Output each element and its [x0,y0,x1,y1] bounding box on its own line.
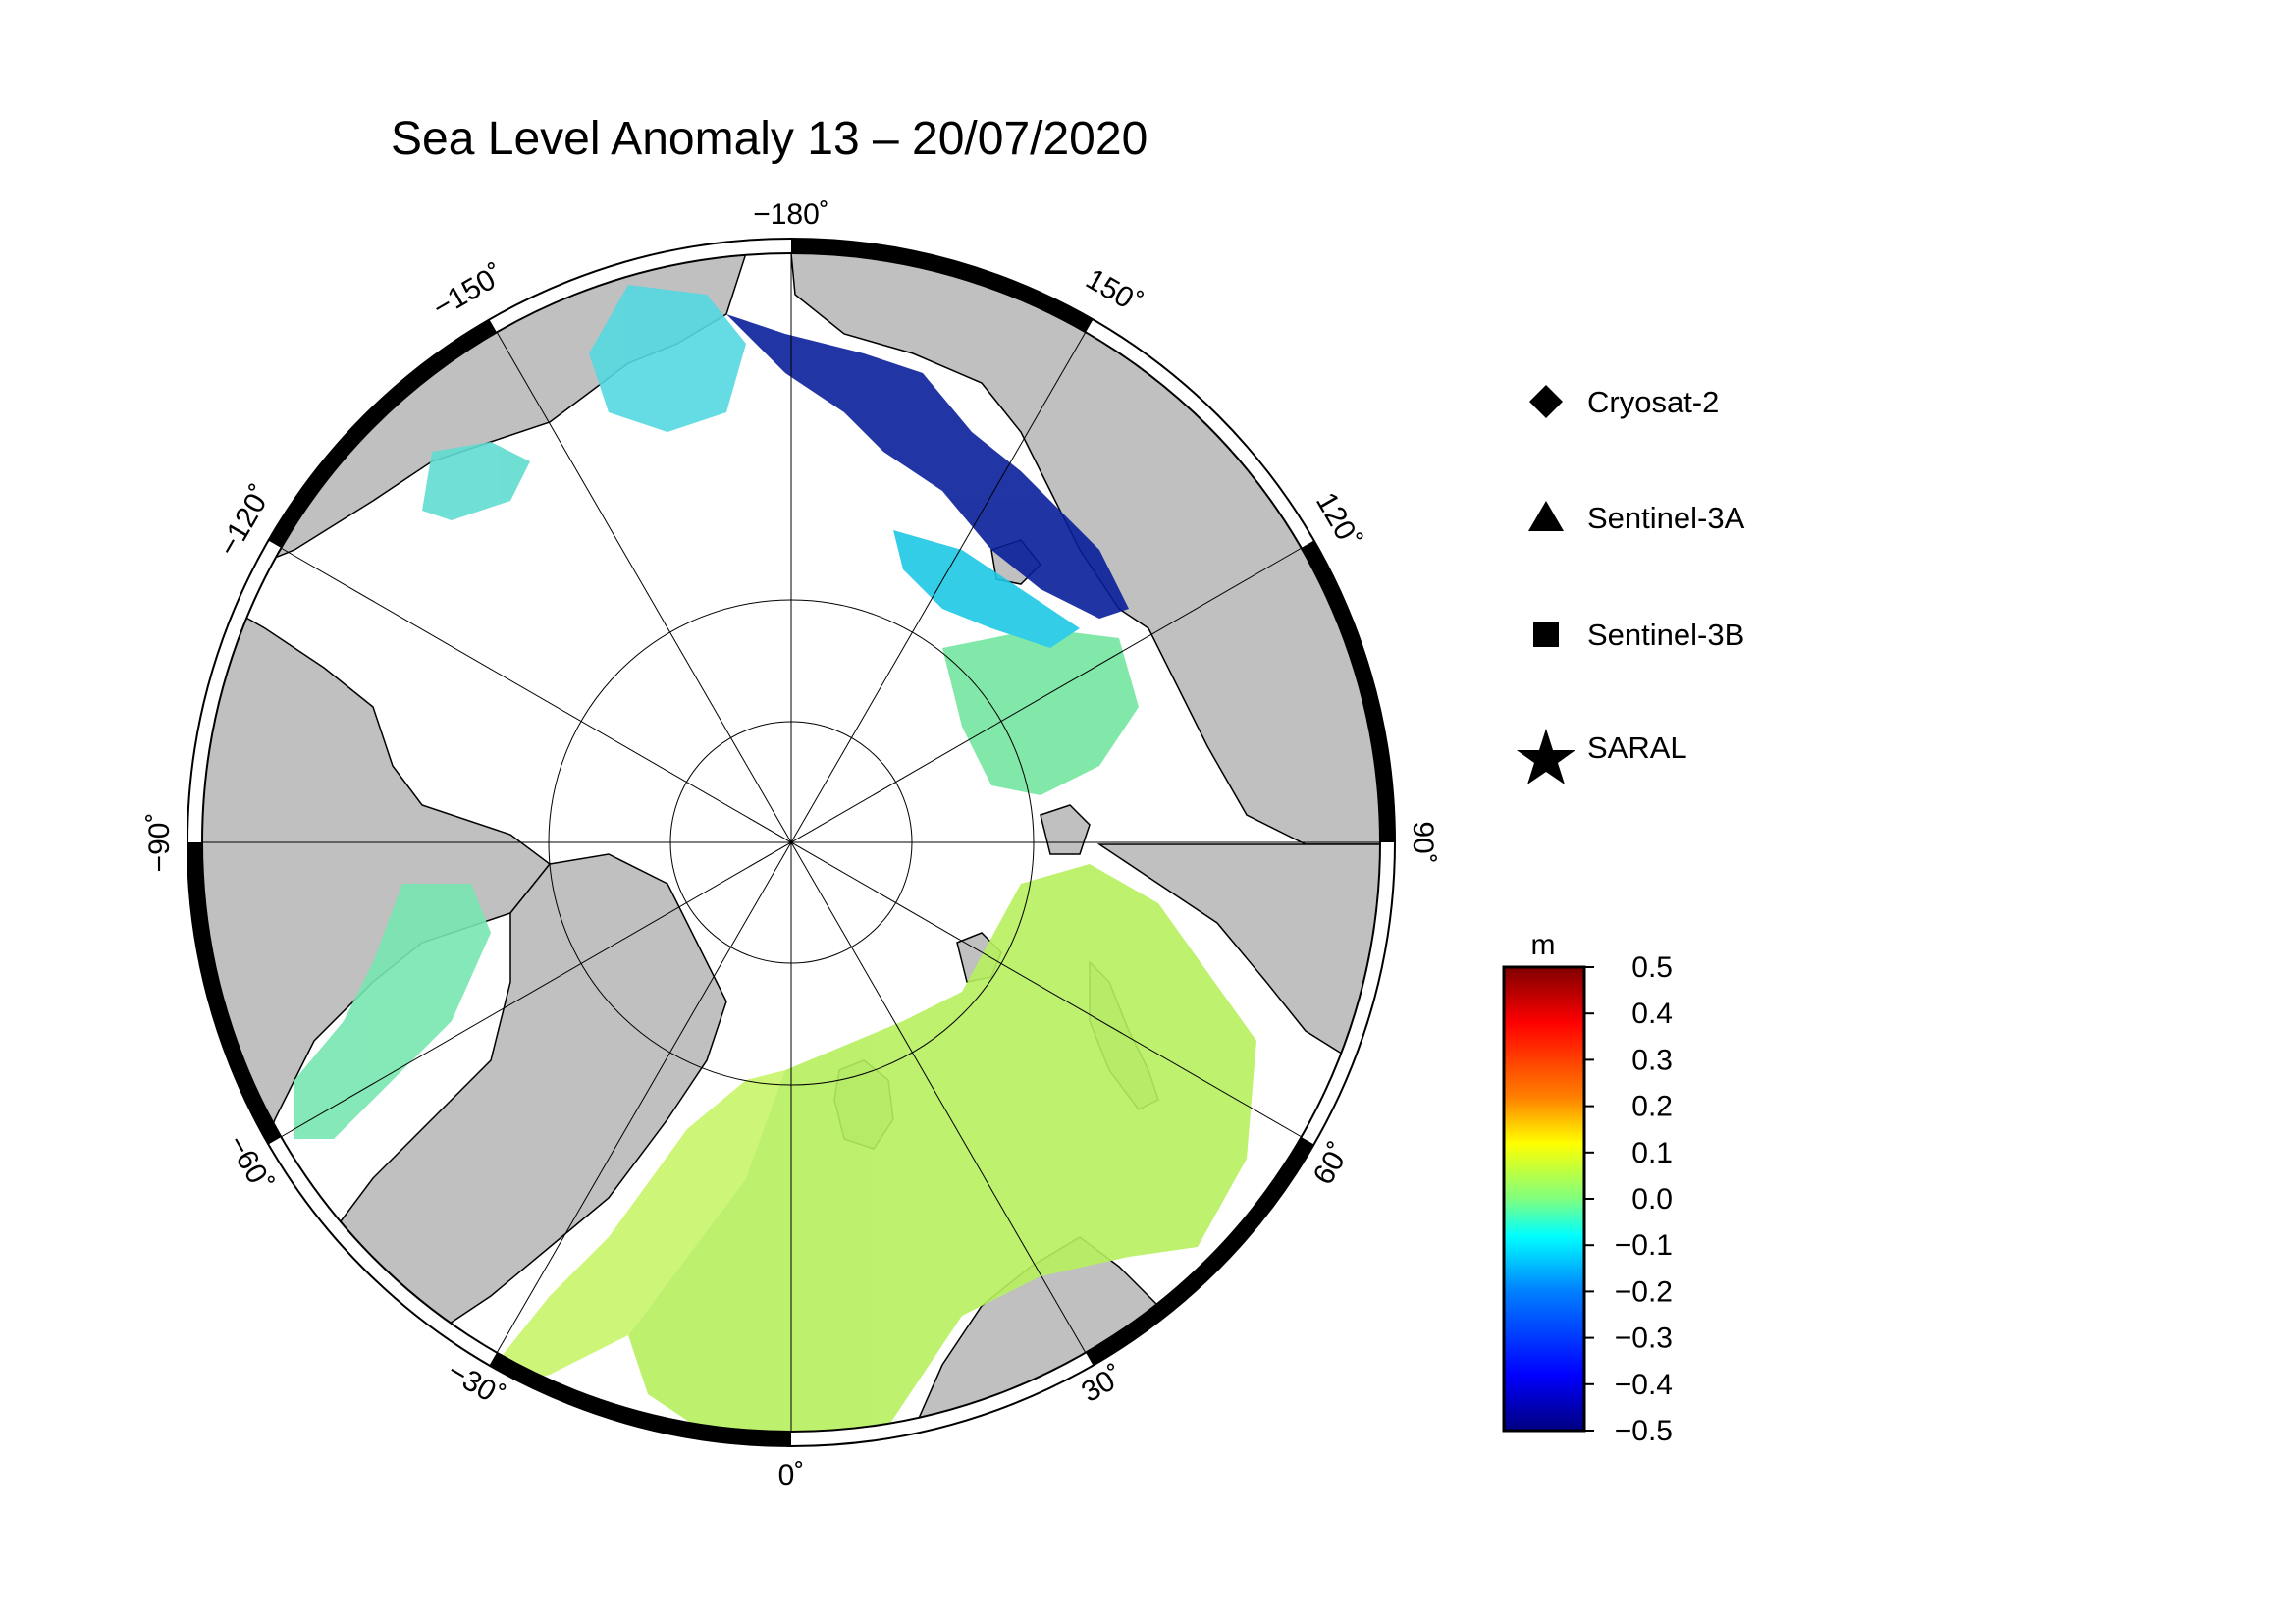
swath-baffin [294,884,491,1139]
legend-item-sentinel-3a: Sentinel-3A [1528,501,1745,535]
colorbar-tick-label: −0.2 [1615,1275,1673,1308]
meridian-m60 [280,547,1303,1138]
legend-item-sentinel-3b: Sentinel-3B [1533,618,1744,652]
frame-segment [268,319,497,548]
legend-label-saral: SARAL [1587,730,1687,765]
colorbar-tick-label: −0.1 [1615,1229,1673,1262]
legend-label-cryosat: Cryosat-2 [1587,385,1719,419]
lon-label-m180: −180˚ [753,198,829,231]
colorbar-ticks: 0.5 0.4 0.3 0.2 0.1 0.0 −0.1 −0.2 −0.3 −0.4 −0.5 [1584,951,1673,1447]
lon-label-m90: −90˚ [143,813,176,873]
legend-item-saral: SARAL [1517,729,1687,784]
colorbar-tick-label: −0.3 [1615,1323,1673,1355]
swath-east-siberian [893,530,1080,648]
swath-barents [628,864,1256,1432]
figure-title: Sea Level Anomaly 13 – 20/07/2020 [391,113,1148,165]
land-russia-west [1096,843,1380,1082]
map-frame-inner [201,252,1381,1433]
square-icon [1533,622,1559,647]
polar-map: −180˚ 0˚ −90˚ 90˚ −150˚ 150˚ −120˚ 120˚ … [143,198,1439,1491]
lon-label-30: 30˚ [1076,1360,1129,1409]
lon-label-m120: −120˚ [212,479,278,562]
frame-segment [489,1353,792,1446]
lon-label-120: 120˚ [1309,487,1367,555]
colorbar-tick-label: 0.1 [1631,1137,1673,1169]
lon-label-90: 90˚ [1407,821,1439,863]
swath-beaufort [589,285,746,432]
colorbar-gradient [1502,965,1586,1433]
swath-greenland-sea [471,1070,785,1394]
lon-label-0: 0˚ [778,1459,805,1491]
map-frame-segments [187,239,1395,1446]
graticule [202,253,1380,1432]
frame-segment [1302,540,1395,843]
swath-canada-edge [422,442,530,520]
colorbar-unit: m [1531,929,1556,961]
colorbar-tick-label: 0.3 [1631,1044,1673,1076]
colorbar-tick-label: −0.5 [1615,1415,1673,1447]
legend-label-sentinel-3b: Sentinel-3B [1587,618,1744,652]
frame-segment [187,841,281,1145]
colorbar-tick-label: 0.5 [1631,951,1673,984]
colorbar-tick-label: 0.4 [1631,998,1673,1030]
colorbar-tick-label: −0.4 [1615,1369,1673,1401]
diamond-icon [1529,385,1563,418]
frame-segment [1086,1137,1314,1366]
colorbar-tick-label: 0.0 [1631,1183,1673,1216]
colorbar-tick-label: 0.2 [1631,1091,1673,1123]
satellite-legend: Cryosat-2 Sentinel-3A Sentinel-3B SARAL [1517,385,1745,784]
legend-label-sentinel-3a: Sentinel-3A [1587,501,1745,535]
colorbar: m 0.5 0.4 0.3 0.2 0.1 0.0 −0.1 −0.2 −0.3 −0.4 −0.5 [1502,929,1673,1447]
triangle-icon [1528,501,1564,531]
map-frame-outer [187,238,1396,1447]
swath-siberian-dark [726,314,1129,619]
legend-item-cryosat: Cryosat-2 [1529,385,1719,419]
star-icon [1517,729,1575,784]
sla-data-swaths [294,285,1256,1432]
lon-label-150: 150˚ [1080,262,1148,320]
frame-segment [790,239,1094,332]
